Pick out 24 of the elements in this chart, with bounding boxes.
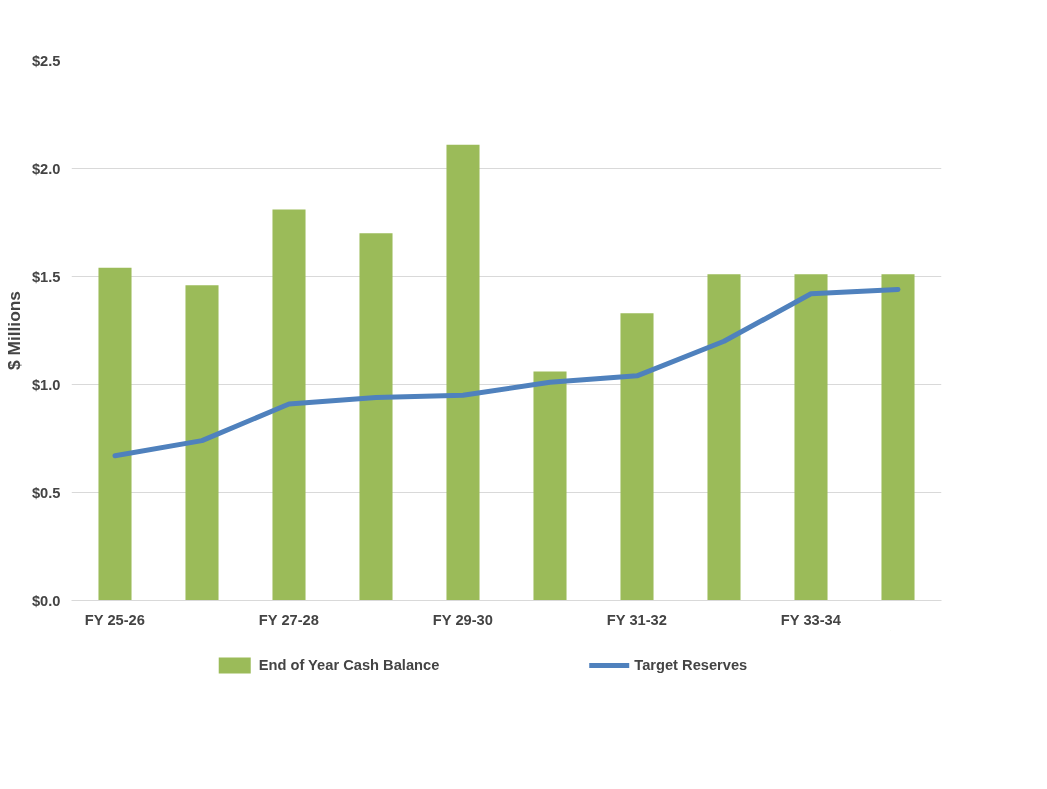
- bar: [620, 313, 654, 601]
- y-axis-title: $ Millions: [3, 291, 24, 370]
- legend-label: End of Year Cash Balance: [258, 657, 440, 673]
- x-tick-label: FY 25-26: [84, 611, 145, 628]
- x-tick-label: FY 27-28: [258, 611, 319, 628]
- bar: [98, 267, 132, 601]
- y-tick-label: $1.0: [31, 376, 61, 393]
- y-tick-label: $0.5: [31, 484, 61, 501]
- legend-label: Target Reserves: [634, 657, 748, 673]
- bar: [881, 274, 915, 601]
- bar: [794, 274, 828, 601]
- y-tick-label: $2.0: [31, 160, 61, 177]
- x-tick-label: FY 31-32: [606, 611, 667, 628]
- y-tick-label: $2.5: [31, 52, 61, 69]
- bar: [359, 233, 393, 601]
- y-tick-label: $0.0: [31, 592, 61, 609]
- x-tick-label: FY 33-34: [780, 611, 842, 628]
- bar: [185, 285, 219, 601]
- bar: [272, 209, 306, 601]
- bar: [446, 144, 480, 601]
- bar: [707, 274, 741, 601]
- bar: [533, 371, 567, 601]
- y-tick-label: $1.5: [31, 268, 61, 285]
- x-tick-label: FY 29-30: [432, 611, 493, 628]
